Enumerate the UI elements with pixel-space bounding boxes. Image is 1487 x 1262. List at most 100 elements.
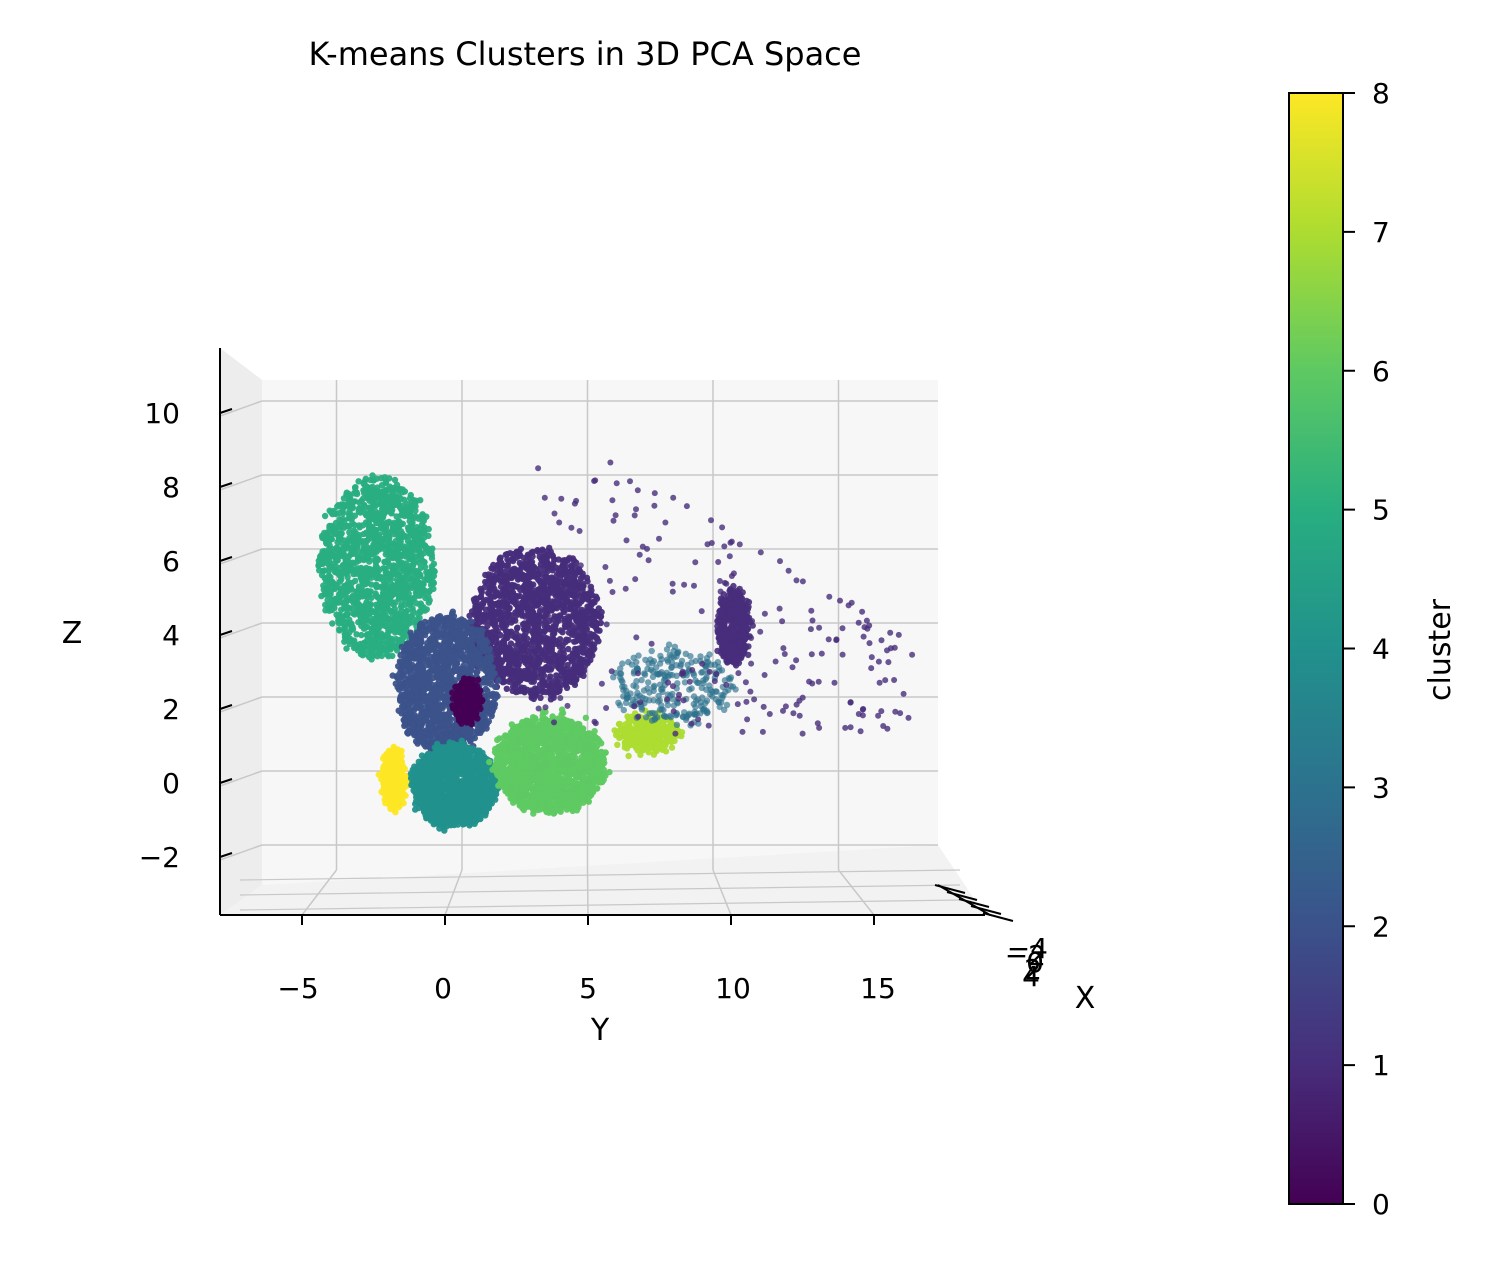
point-c3-246 [727,676,733,682]
point-c8-251 [388,761,394,767]
point-c5-1333 [409,605,415,611]
point-c5-548 [426,599,432,605]
point-c1-1389 [497,664,503,670]
point-c2-1383 [484,721,490,727]
point-c5-1213 [387,506,393,512]
point-c7-239 [655,728,661,734]
point-c2-1334 [485,679,491,685]
point-c8-247 [391,744,397,750]
point-c5-1255 [394,482,400,488]
point-c3-240 [623,700,629,706]
point-c5-1314 [332,525,338,531]
point-c5-1329 [401,551,407,557]
point-c2-1286 [458,633,464,639]
point-c1-1349 [515,573,521,579]
point-c5-1194 [370,653,376,659]
point-c5-997 [336,627,342,633]
point-c3-74 [706,651,712,657]
point-c1-679 [565,646,571,652]
point-c7-254 [625,731,631,737]
point-c1-1325 [492,592,498,598]
point-c5-1390 [364,624,370,630]
point-c5-1279 [385,560,391,566]
point-c1-1397 [535,644,541,650]
point-c5-1032 [350,505,356,511]
point-c5-1347 [374,515,380,521]
point-c8-255 [402,774,408,780]
point-c1-1202 [596,628,602,634]
point-c5-1395 [390,492,396,498]
point-c5-1118 [384,631,390,637]
point-c2-1276 [463,622,469,628]
point-c2-1146 [464,734,470,740]
point-c5-1351 [385,543,391,549]
point-c2-1366 [421,687,427,693]
point-c1-873 [525,667,531,673]
point-c5-1185 [372,567,378,573]
point-c5-1310 [411,500,417,506]
point-c5-1378 [345,564,351,570]
point-c5-1365 [353,534,359,540]
point-c3-163 [642,657,648,663]
point-c1-1298 [514,549,520,555]
point-c1-1111 [574,628,580,634]
point-c3-225 [621,707,627,713]
point-c1-1359 [490,617,496,623]
point-c1-1248 [554,580,560,586]
point-c5-1121 [380,501,386,507]
point-c5-1356 [401,566,407,572]
point-c5-1345 [366,573,372,579]
point-c2-1348 [415,671,421,677]
point-c1-1237 [550,639,556,645]
point-c3-176 [724,702,730,708]
point-c1-1226 [564,685,570,691]
point-c7-205 [622,744,628,750]
point-c1-1287 [521,633,527,639]
point-c5-1312 [414,546,420,552]
point-c1-1136 [531,696,537,702]
point-c1-1392 [533,686,539,692]
point-c3-235 [686,712,692,718]
point-c5-1311 [332,567,338,573]
point-c3-253 [637,693,643,699]
point-c1-1343 [577,568,583,574]
point-c1-1374 [560,668,566,674]
point-c5-1376 [365,643,371,649]
point-c5-1385 [385,584,391,590]
point-c1-1235 [561,651,567,657]
point-c5-1330 [346,498,352,504]
point-c5-1222 [374,544,380,550]
point-c2-1361 [467,727,473,733]
point-c3-89 [645,679,651,685]
point-c5-916 [426,526,432,532]
point-c5-1384 [393,623,399,629]
point-c1-1319 [497,564,503,570]
point-c5-880 [385,653,391,659]
point-c5-1332 [335,502,341,508]
point-c7-255 [664,724,670,730]
point-c5-1383 [408,544,414,550]
point-c5-1145 [384,640,390,646]
point-c2-1050 [425,710,431,716]
point-c1-1306 [535,616,541,622]
point-c2-1204 [414,701,420,707]
point-c8-240 [382,765,388,771]
point-c1-1286 [506,659,512,665]
point-c1-1338 [556,657,562,663]
point-c5-1196 [329,620,335,626]
point-c5-998 [385,519,391,525]
point-c1-1290 [581,613,587,619]
point-c7-210 [643,733,649,739]
point-c5-961 [397,504,403,510]
point-c7-256 [629,737,635,743]
point-c1-1313 [517,567,523,573]
point-c1-1166 [580,649,586,655]
point-c1-1396 [510,556,516,562]
point-c1-1330 [565,613,571,619]
point-c3-224 [704,709,710,715]
point-c7-67 [614,742,620,748]
point-c2-1113 [452,677,458,683]
point-c1-1362 [554,616,560,622]
point-c2-1314 [457,650,463,656]
point-c5-1056 [319,548,325,554]
